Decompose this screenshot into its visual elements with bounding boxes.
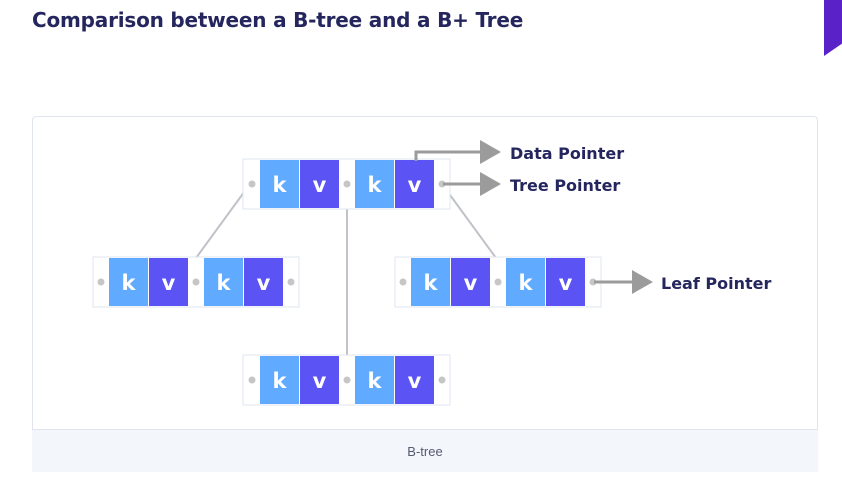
pointer-dot (343, 180, 351, 188)
key-label: k (217, 271, 232, 295)
value-label: v (559, 271, 573, 295)
right-child-node: k v k v (394, 256, 602, 308)
left-child-node: k v k v (92, 256, 300, 308)
bottom-child-node: k v k v (242, 354, 451, 406)
tree-pointer-label: Tree Pointer (510, 176, 620, 195)
pointer-dot (287, 278, 295, 286)
key-cell (260, 160, 299, 208)
value-cell (395, 356, 434, 404)
key-cell (355, 160, 394, 208)
pointer-dot (399, 278, 407, 286)
value-label: v (257, 271, 271, 295)
key-cell (355, 356, 394, 404)
key-label: k (424, 271, 439, 295)
value-cell (244, 258, 283, 306)
pointer-dot (248, 180, 256, 188)
key-label: k (122, 271, 137, 295)
value-label: v (408, 369, 422, 393)
key-label: k (368, 369, 383, 393)
key-cell (260, 356, 299, 404)
key-label: k (273, 369, 288, 393)
edge-root-to-right (441, 183, 497, 259)
pointer-dot (248, 376, 256, 384)
pointer-dot (438, 180, 446, 188)
key-label: k (273, 173, 288, 197)
pointer-dot (192, 278, 200, 286)
key-cell (109, 258, 148, 306)
value-label: v (313, 173, 327, 197)
pointer-dot (589, 278, 597, 286)
pointer-dot (494, 278, 502, 286)
edge-root-to-left (195, 183, 251, 259)
key-cell (506, 258, 545, 306)
value-label: v (162, 271, 176, 295)
key-cell (204, 258, 243, 306)
data-pointer-label: Data Pointer (510, 144, 624, 163)
page-title: Comparison between a B-tree and a B+ Tre… (32, 8, 524, 32)
data-pointer-arrow (414, 140, 501, 164)
value-cell (395, 160, 434, 208)
value-label: v (408, 173, 422, 197)
pointer-dot (343, 376, 351, 384)
corner-accent (824, 0, 842, 56)
leaf-pointer-label: Leaf Pointer (661, 274, 771, 293)
value-cell (300, 356, 339, 404)
value-cell (451, 258, 490, 306)
value-cell (149, 258, 188, 306)
key-label: k (519, 271, 534, 295)
value-label: v (313, 369, 327, 393)
key-cell (411, 258, 450, 306)
key-label: k (368, 173, 383, 197)
root-node: k v k v (242, 158, 451, 210)
pointer-dot (438, 376, 446, 384)
value-label: v (464, 271, 478, 295)
value-cell (546, 258, 585, 306)
value-cell (300, 160, 339, 208)
pointer-dot (97, 278, 105, 286)
